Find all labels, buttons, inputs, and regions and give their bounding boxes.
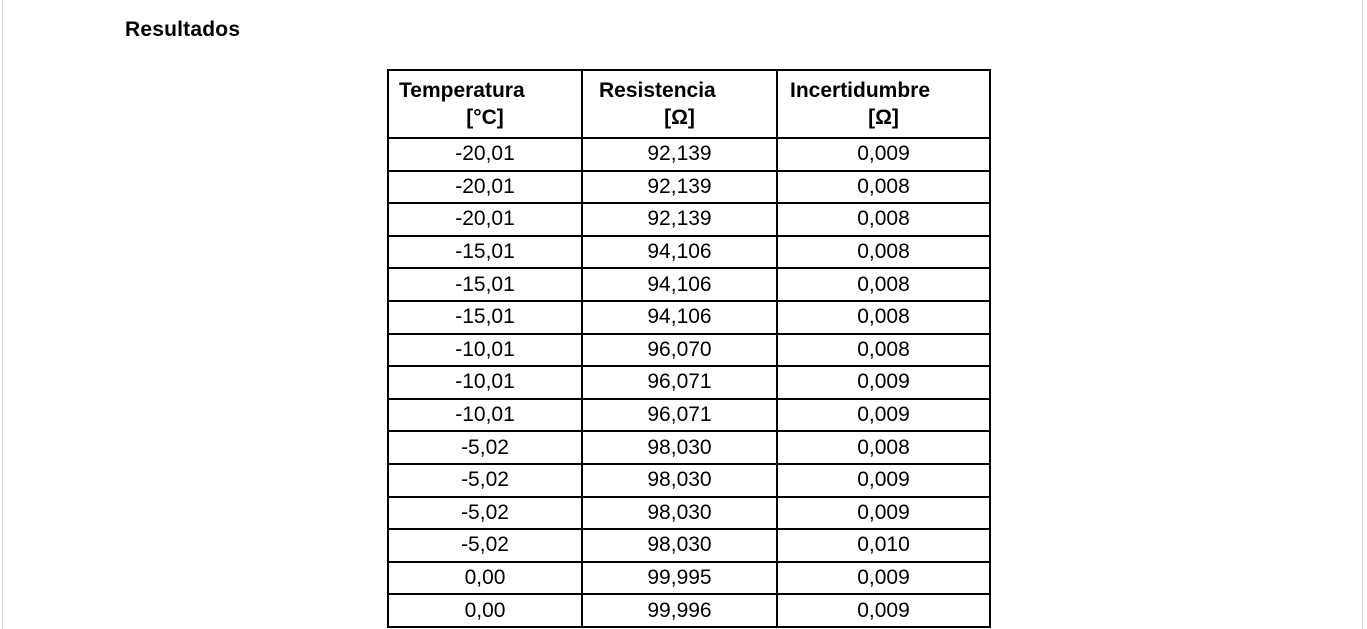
uncertainty-cell: 0,008 [776, 169, 991, 205]
table-row: -5,02 98,030 0,008 [387, 430, 991, 465]
uncertainty-cell: 0,009 [776, 495, 991, 531]
results-table: Temperatura [°C] Resistencia [Ω] Incerti… [387, 69, 991, 628]
table-row: -10,01 96,071 0,009 [387, 365, 991, 400]
resistance-cell: 96,071 [581, 397, 778, 433]
table-row: -10,01 96,070 0,008 [387, 332, 991, 368]
table-row: -20,01 92,139 0,008 [387, 169, 991, 205]
resistance-cell: 98,030 [581, 528, 778, 563]
resistance-cell: 98,030 [581, 430, 778, 465]
header-temperature: Temperatura [°C] [387, 69, 583, 139]
temperature-cell: -20,01 [387, 137, 583, 172]
table-row: -5,02 98,030 0,009 [387, 462, 991, 498]
table-row: 0,00 99,996 0,009 [387, 593, 991, 628]
uncertainty-cell: 0,009 [776, 365, 991, 400]
header-uncertainty: Incertidumbre [Ω] [776, 69, 991, 139]
resistance-cell: 94,106 [581, 299, 778, 335]
temperature-cell: -10,01 [387, 397, 583, 433]
resistance-cell: 99,996 [581, 593, 778, 628]
temperature-cell: -20,01 [387, 202, 583, 237]
header-resistance-unit: [Ω] [664, 106, 695, 129]
table-row: -15,01 94,106 0,008 [387, 267, 991, 302]
header-resistance: Resistencia [Ω] [581, 69, 778, 139]
header-temperature-unit: [°C] [466, 106, 504, 129]
temperature-cell: -20,01 [387, 169, 583, 205]
resistance-cell: 92,139 [581, 169, 778, 205]
uncertainty-cell: 0,009 [776, 462, 991, 498]
temperature-cell: -10,01 [387, 332, 583, 368]
table-header-row: Temperatura [°C] Resistencia [Ω] Incerti… [387, 69, 991, 139]
temperature-cell: -5,02 [387, 528, 583, 563]
table-row: -15,01 94,106 0,008 [387, 234, 991, 270]
uncertainty-cell: 0,008 [776, 299, 991, 335]
temperature-cell: 0,00 [387, 593, 583, 628]
header-resistance-name: Resistencia [599, 79, 716, 102]
resistance-cell: 92,139 [581, 137, 778, 172]
uncertainty-cell: 0,008 [776, 202, 991, 237]
uncertainty-cell: 0,009 [776, 560, 991, 596]
resistance-cell: 92,139 [581, 202, 778, 237]
uncertainty-cell: 0,008 [776, 430, 991, 465]
uncertainty-cell: 0,010 [776, 528, 991, 563]
temperature-cell: -5,02 [387, 462, 583, 498]
resistance-cell: 99,995 [581, 560, 778, 596]
header-uncertainty-name: Incertidumbre [790, 79, 931, 102]
resistance-cell: 94,106 [581, 267, 778, 302]
temperature-cell: -5,02 [387, 430, 583, 465]
uncertainty-cell: 0,009 [776, 397, 991, 433]
resistance-cell: 96,071 [581, 365, 778, 400]
table-row: -15,01 94,106 0,008 [387, 299, 991, 335]
temperature-cell: -15,01 [387, 299, 583, 335]
table-row: -10,01 96,071 0,009 [387, 397, 991, 433]
header-temperature-name: Temperatura [399, 79, 525, 102]
temperature-cell: -10,01 [387, 365, 583, 400]
uncertainty-cell: 0,009 [776, 593, 991, 628]
resistance-cell: 98,030 [581, 495, 778, 531]
table-row: -5,02 98,030 0,010 [387, 528, 991, 563]
uncertainty-cell: 0,008 [776, 234, 991, 270]
table-row: -20,01 92,139 0,008 [387, 202, 991, 237]
resistance-cell: 98,030 [581, 462, 778, 498]
table-body: -20,01 92,139 0,009 -20,01 92,139 0,008 -20,01… [387, 137, 991, 628]
section-title: Resultados [125, 18, 241, 41]
resistance-cell: 96,070 [581, 332, 778, 368]
table-row: 0,00 99,995 0,009 [387, 560, 991, 596]
temperature-cell: -15,01 [387, 234, 583, 270]
header-uncertainty-unit: [Ω] [868, 106, 899, 129]
uncertainty-cell: 0,008 [776, 332, 991, 368]
table-row: -20,01 92,139 0,009 [387, 137, 991, 172]
uncertainty-cell: 0,009 [776, 137, 991, 172]
temperature-cell: -5,02 [387, 495, 583, 531]
resistance-cell: 94,106 [581, 234, 778, 270]
temperature-cell: 0,00 [387, 560, 583, 596]
temperature-cell: -15,01 [387, 267, 583, 302]
table-row: -5,02 98,030 0,009 [387, 495, 991, 531]
uncertainty-cell: 0,008 [776, 267, 991, 302]
